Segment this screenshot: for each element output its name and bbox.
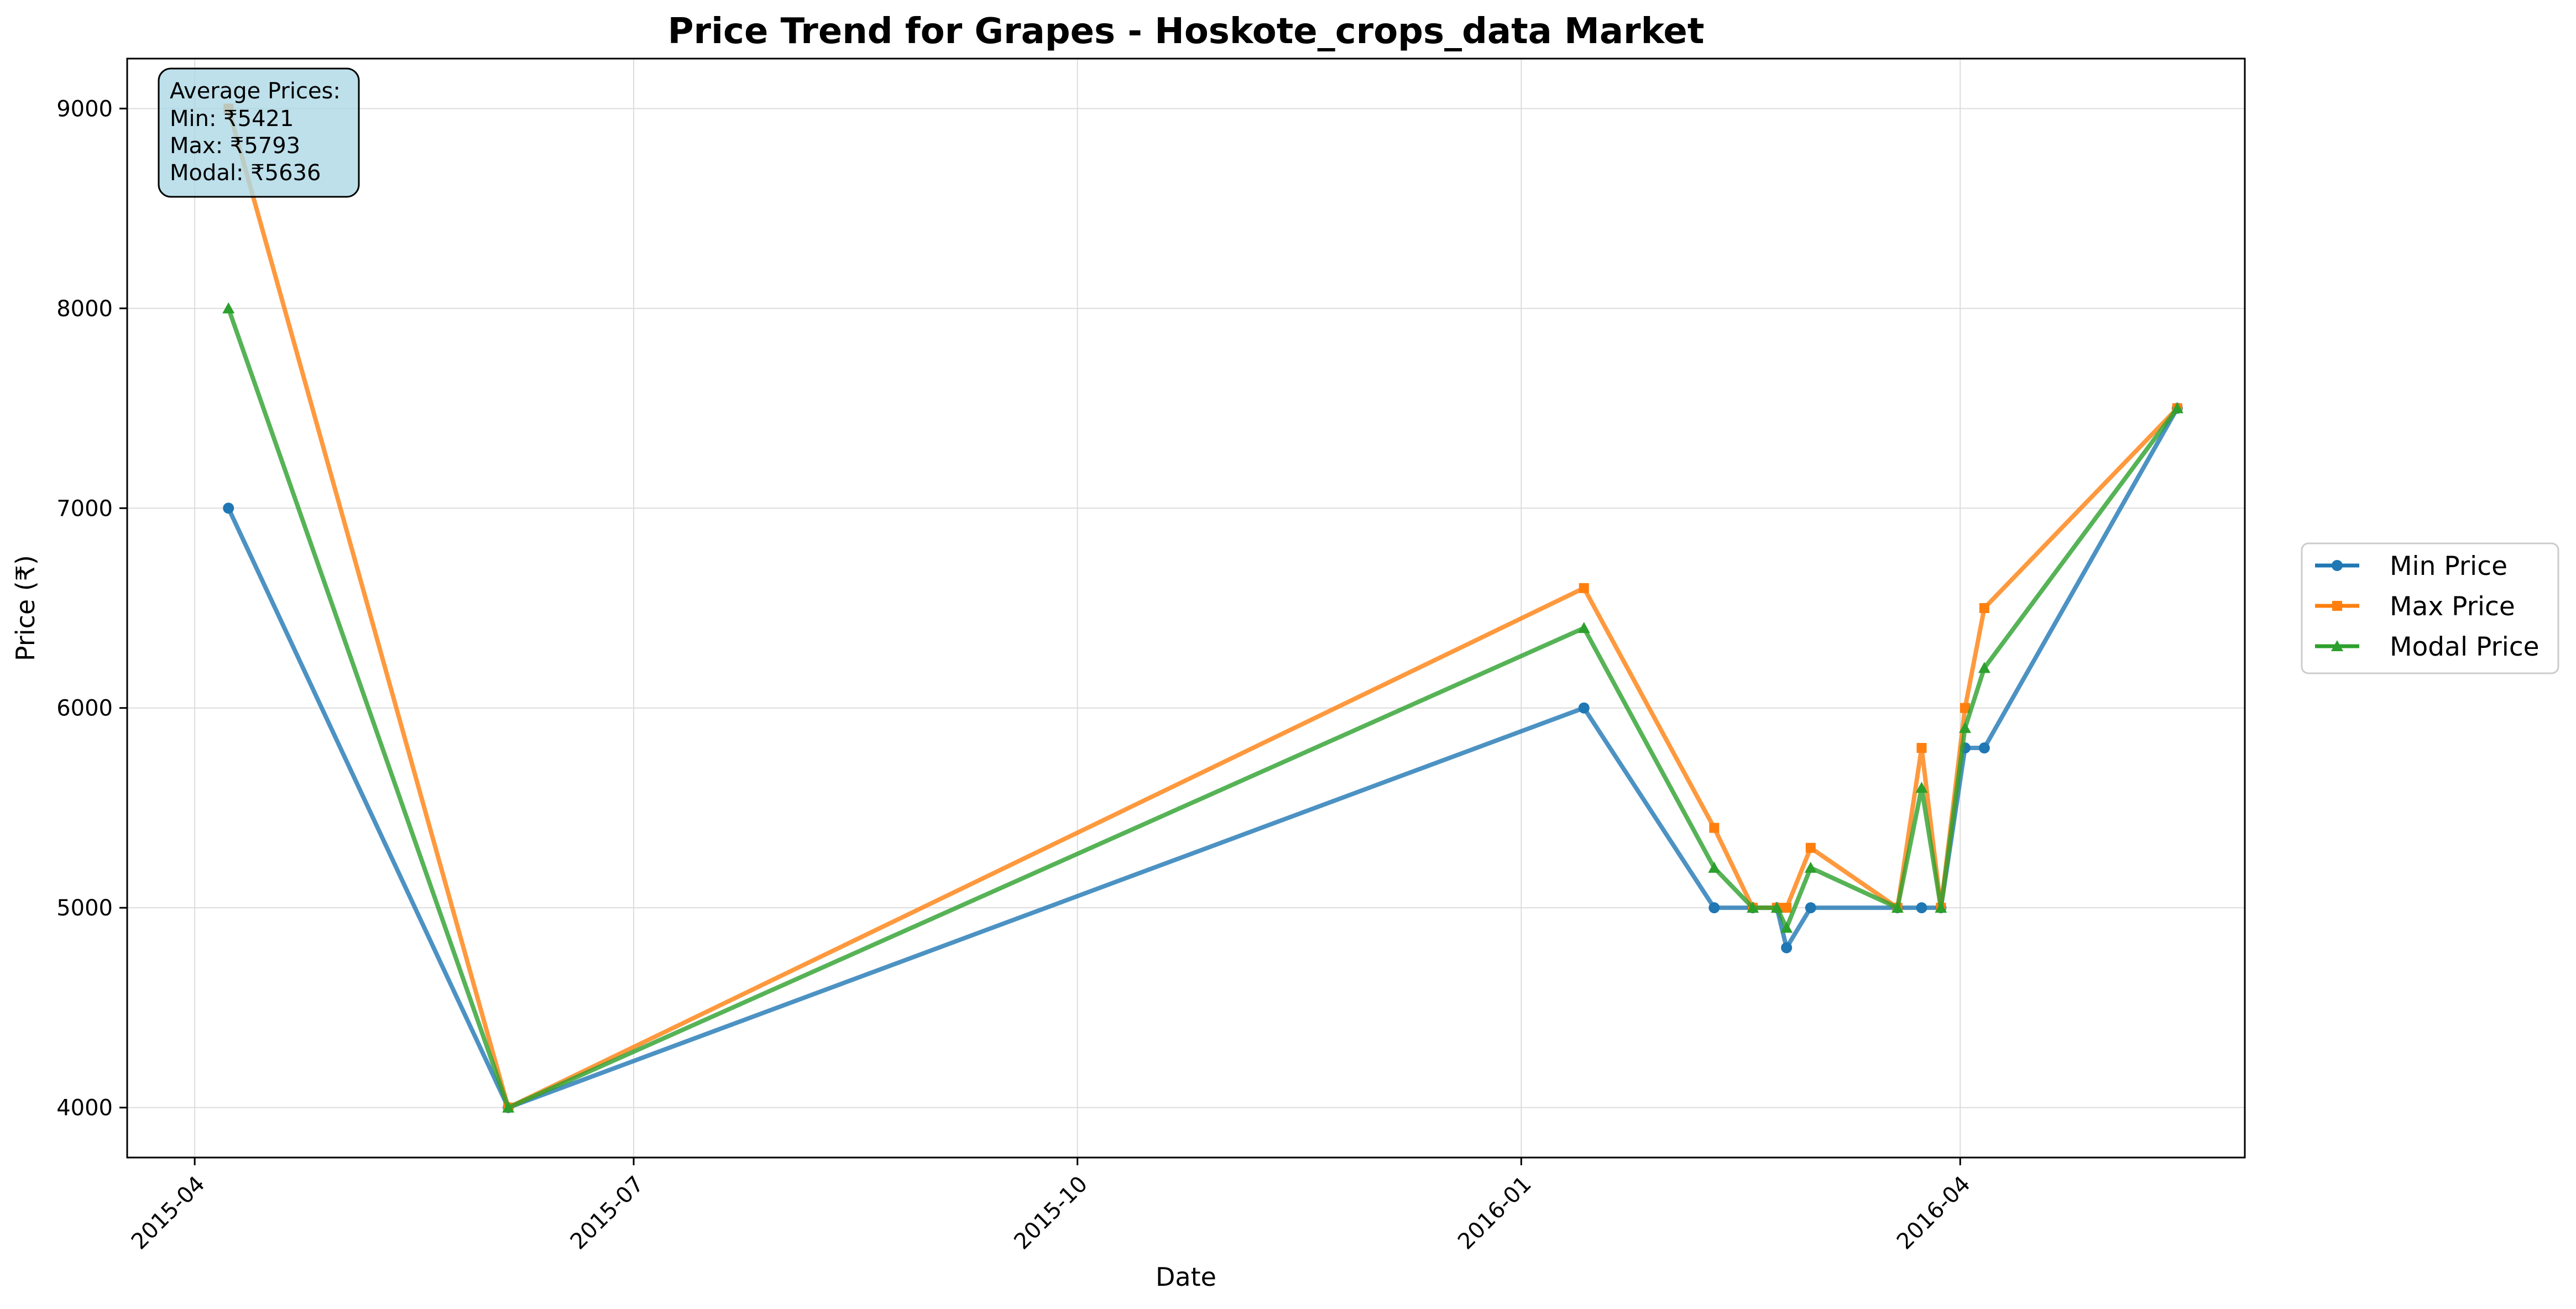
data-point-modal-price <box>1747 902 1759 913</box>
x-tick-label: 2015-07 <box>566 1171 649 1255</box>
data-point-min-price <box>1781 942 1793 954</box>
y-tick-label: 8000 <box>56 296 113 322</box>
data-point-min-price <box>1805 902 1816 914</box>
legend-marker-min-price <box>2332 560 2343 571</box>
y-tick-label: 9000 <box>56 96 113 122</box>
data-series <box>222 103 2183 1113</box>
data-point-modal-price <box>1891 902 1904 913</box>
data-point-min-price <box>223 502 234 514</box>
data-point-min-price <box>1916 902 1927 914</box>
legend-item-min-price: Min Price <box>2315 551 2507 582</box>
legend-label-min-price: Min Price <box>2390 551 2507 582</box>
series-min-price <box>223 402 2183 1113</box>
average-min-price: Min: ₹5421 <box>170 106 294 132</box>
y-tick-label: 4000 <box>56 1096 113 1121</box>
grid-lines <box>127 59 2245 1158</box>
data-point-max-price <box>1805 842 1816 853</box>
data-point-max-price <box>1960 703 1970 713</box>
series-max-price <box>223 103 2182 1113</box>
series-line-min-price <box>226 407 2180 1110</box>
data-point-modal-price <box>222 302 235 313</box>
chart-title: Price Trend for Grapes - Hoskote_crops_d… <box>668 11 1705 52</box>
data-point-max-price <box>1579 583 1589 593</box>
data-point-modal-price <box>1780 921 1793 933</box>
x-axis-ticks: 2015-04 2015-07 2015-10 2016-01 2016-04 <box>127 1158 1976 1255</box>
data-point-max-price <box>1781 903 1792 913</box>
legend-item-max-price: Max Price <box>2315 591 2515 622</box>
legend-frame <box>2301 542 2559 674</box>
data-point-max-price <box>1709 823 1720 833</box>
data-point-modal-price <box>1935 902 1947 913</box>
legend-item-modal-price: Modal Price <box>2315 632 2540 662</box>
data-point-modal-price <box>1958 721 1971 733</box>
y-tick-label: 7000 <box>56 496 113 521</box>
data-point-modal-price <box>1915 782 1928 793</box>
average-prices-box-background <box>158 67 360 198</box>
data-point-min-price <box>1708 902 1720 914</box>
y-tick-label: 6000 <box>56 696 113 721</box>
data-point-modal-price <box>2171 402 2183 413</box>
series-modal-price <box>222 302 2183 1113</box>
legend-marker-modal-price <box>2331 640 2343 651</box>
legend-label-modal-price: Modal Price <box>2390 632 2540 662</box>
series-line-max-price <box>226 108 2179 1110</box>
data-point-modal-price <box>1978 662 1990 673</box>
series-line-modal-price <box>226 307 2180 1110</box>
x-tick-label: 2015-10 <box>1009 1171 1093 1255</box>
data-point-min-price <box>1578 702 1590 714</box>
data-point-min-price <box>1978 742 1990 754</box>
x-tick-label: 2016-01 <box>1453 1171 1537 1255</box>
average-modal-price: Modal: ₹5636 <box>170 160 321 186</box>
legend-marker-max-price <box>2332 601 2342 611</box>
x-axis-label: Date <box>1156 1262 1216 1292</box>
data-point-modal-price <box>502 1101 515 1113</box>
legend: Min Price Max Price Modal Price <box>2301 542 2559 674</box>
y-axis-ticks: 4000 5000 6000 7000 8000 9000 <box>56 96 127 1121</box>
x-tick-label: 2015-04 <box>127 1171 210 1255</box>
data-point-modal-price <box>1770 902 1783 913</box>
average-prices-heading: Average Prices: <box>170 78 341 104</box>
data-point-max-price <box>1916 743 1927 753</box>
data-point-max-price <box>1979 603 1989 613</box>
data-point-modal-price <box>1708 861 1721 873</box>
data-point-modal-price <box>1804 861 1817 873</box>
plot-area-frame <box>126 57 2246 1159</box>
y-tick-label: 5000 <box>56 896 113 921</box>
x-tick-label: 2016-04 <box>1892 1171 1976 1255</box>
y-axis-label: Price (₹) <box>11 555 40 661</box>
average-prices-box: Average Prices: Min: ₹5421 Max: ₹5793 Mo… <box>158 67 360 198</box>
average-max-price: Max: ₹5793 <box>170 133 300 159</box>
data-point-modal-price <box>1577 622 1590 633</box>
legend-label-max-price: Max Price <box>2390 591 2515 622</box>
